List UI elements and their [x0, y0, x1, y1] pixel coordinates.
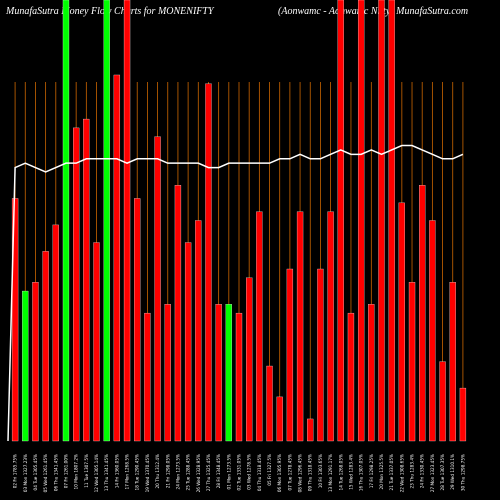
bar: [368, 304, 375, 442]
x-tick-label: 28 Tue 1307.35%: [440, 454, 445, 490]
bar: [276, 396, 283, 442]
bar: [215, 304, 222, 442]
x-tick-label: 06 Mon 1305.95%: [277, 454, 282, 492]
x-tick-label: 02 Tue 1331.05%: [237, 454, 242, 490]
bar: [123, 0, 131, 442]
x-tick-label: 20 Thu 1312.4%: [155, 454, 160, 489]
bar: [235, 312, 243, 442]
bar: [408, 282, 416, 442]
bar: [11, 198, 19, 442]
x-tick-label: 14 Fri 1360.05%: [114, 454, 119, 488]
x-tick-label: 05 Wed 1261.45%: [43, 454, 48, 492]
x-tick-label: 04 Thu 1318.45%: [257, 454, 262, 491]
bar: [347, 312, 355, 442]
x-tick-label: 09 Thu 1318.45%: [308, 454, 313, 491]
x-tick-label: 03 Mon 1327.23%: [23, 454, 28, 492]
x-tick-label: 29 Wed 1310.1%: [450, 454, 455, 490]
x-tick-label: 06 Thu 1341.45%: [53, 454, 58, 491]
x-tick-label: 17 Mon 1268.5%: [125, 454, 130, 489]
x-axis-labels: 02 Fri 1785.75% 03 Mon 1327.23% 04 Tue 130…: [13, 454, 466, 492]
chart-title-right: (Aonwamc - Aonwamc Nifty) MunafaSutra.co…: [278, 6, 469, 17]
bar: [83, 118, 90, 442]
x-tick-label: 27 Mon 1323.45%: [430, 454, 435, 492]
bar: [164, 304, 171, 442]
bar: [296, 211, 304, 442]
bar: [459, 387, 467, 442]
bar: [256, 211, 263, 442]
x-tick-label: 12 Wed 1305.14%: [94, 454, 99, 492]
x-tick-label: 05 Fri 1327.5%: [267, 454, 272, 486]
x-tick-label: 20 Mon 1325.5%: [379, 454, 384, 489]
bar: [246, 277, 253, 442]
flow-line-series: [7, 144, 464, 442]
bar: [52, 224, 59, 442]
x-tick-label: 21 Tue 1337.05%: [389, 454, 394, 490]
x-tick-label: 11 Tue 1307.5%: [84, 454, 89, 488]
x-tick-label: 13 Thu 1341.45%: [104, 454, 109, 491]
bar: [317, 268, 324, 442]
x-tick-label: 10 Fri 1303.65%: [318, 454, 323, 488]
bar: [225, 304, 232, 442]
x-tick-label: 28 Fri 1348.45%: [216, 454, 221, 488]
bar: [62, 0, 70, 442]
bar: [266, 365, 273, 442]
x-tick-label: 17 Fri 1298.25%: [369, 454, 374, 488]
x-tick-label: 24 Fri 1330.45%: [420, 454, 425, 488]
x-tick-label: 02 Fri 1785.75%: [13, 454, 18, 488]
x-tick-label: 14 Tue 1268.05%: [338, 454, 343, 490]
bar: [307, 418, 314, 442]
bar: [398, 202, 405, 442]
x-tick-label: 07 Tue 1278.45%: [287, 454, 292, 490]
bar: [419, 185, 426, 442]
bar: [429, 220, 436, 442]
x-tick-label: 22 Wed 1308.65%: [399, 454, 404, 492]
bar: [134, 198, 141, 442]
bar: [205, 83, 212, 442]
bar: [439, 361, 446, 442]
bar: [73, 127, 80, 442]
bar: [357, 0, 365, 442]
x-tick-label: 24 Mon 1273.5%: [175, 454, 180, 489]
bar: [378, 0, 385, 442]
bar: [103, 0, 110, 442]
bar: [154, 136, 161, 442]
bar: [174, 185, 182, 442]
x-tick-label: 19 Wed 1370.45%: [145, 454, 150, 492]
money-flow-line: [7, 144, 464, 442]
bar: [327, 211, 334, 442]
x-tick-label: 27 Thu 1325.45%: [206, 454, 211, 491]
bar: [32, 282, 39, 442]
x-tick-label: 15 Wed 1283.4%: [348, 454, 353, 490]
bar: [22, 290, 29, 442]
x-tick-label: 04 Tue 1305.45%: [33, 454, 38, 490]
x-tick-label: 03 Wed 1278.5%: [247, 454, 252, 490]
x-tick-label: 23 Thu 1283.4%: [410, 454, 415, 489]
bar: [144, 312, 151, 442]
x-tick-label: 13 Mon 1291.17%: [328, 454, 333, 492]
x-tick-label: 26 Wed 1328.95%: [196, 454, 201, 492]
bar: [449, 282, 456, 442]
x-tick-label: 21 Fri 1298.05%: [165, 454, 170, 488]
bar: [195, 220, 202, 442]
x-tick-label: 10 Mon 1807.2%: [74, 454, 79, 489]
bar: [337, 0, 344, 442]
bar: [42, 251, 49, 442]
x-tick-label: 08 Wed 1296.45%: [298, 454, 303, 492]
x-tick-label: 18 Tue 1290.45%: [135, 454, 140, 490]
x-tick-label: 25 Tue 1288.45%: [186, 454, 191, 490]
bar: [113, 74, 121, 442]
x-tick-label: 30 Thu 1298.75%: [460, 454, 465, 491]
bar: [184, 242, 192, 442]
bar: [388, 0, 395, 442]
bar: [286, 268, 294, 442]
x-tick-label: 16 Thu 1307.05%: [359, 454, 364, 491]
bar: [93, 242, 100, 442]
x-tick-label: 07 Fri 1261.00%: [63, 454, 68, 488]
bar-series: [11, 0, 467, 442]
x-tick-label: 01 Mon 1273.5%: [226, 454, 231, 489]
